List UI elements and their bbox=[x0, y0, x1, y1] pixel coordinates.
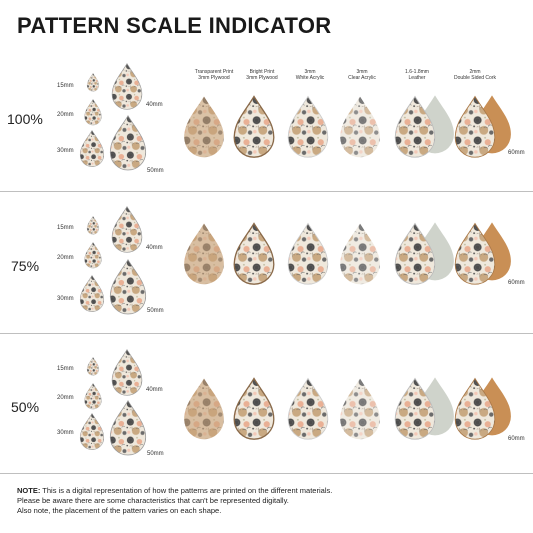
size-label-50mm: 50mm bbox=[147, 451, 164, 457]
size-label-15mm: 15mm bbox=[57, 366, 74, 372]
teardrop-transparent-plywood bbox=[184, 378, 224, 440]
teardrop-clear-acrylic bbox=[340, 96, 380, 158]
teardrop-leather bbox=[394, 223, 436, 285]
section-divider bbox=[0, 333, 533, 334]
teardrop-50mm bbox=[109, 115, 147, 171]
material-label-leather: 1.6-1.8mm Leather bbox=[405, 69, 429, 81]
size-label-20mm: 20mm bbox=[57, 255, 74, 261]
size-label-60mm: 60mm bbox=[508, 280, 525, 286]
section-divider bbox=[0, 473, 533, 474]
teardrop-bright-plywood bbox=[233, 377, 275, 440]
note-line-1: This is a digital representation of how … bbox=[40, 486, 333, 495]
size-label-15mm: 15mm bbox=[57, 83, 74, 89]
teardrop-clear-acrylic bbox=[340, 378, 380, 440]
size-label-15mm: 15mm bbox=[57, 225, 74, 231]
size-label-20mm: 20mm bbox=[57, 395, 74, 401]
note-label: NOTE: bbox=[17, 486, 41, 495]
size-label-40mm: 40mm bbox=[146, 102, 163, 108]
note-line-2: Please be aware there are some character… bbox=[17, 496, 289, 505]
material-label-cork: 2mm Double Sided Cork bbox=[454, 69, 496, 81]
teardrop-20mm bbox=[84, 383, 102, 410]
size-label-40mm: 40mm bbox=[146, 387, 163, 393]
teardrop-20mm bbox=[84, 99, 102, 126]
scale-label-50: 50% bbox=[11, 399, 40, 415]
size-label-30mm: 30mm bbox=[57, 296, 74, 302]
scale-label-75: 75% bbox=[11, 258, 40, 274]
size-label-30mm: 30mm bbox=[57, 430, 74, 436]
teardrop-15mm bbox=[86, 216, 100, 235]
teardrop-30mm bbox=[79, 275, 105, 312]
teardrop-15mm bbox=[86, 73, 100, 92]
teardrop-30mm bbox=[79, 130, 105, 167]
teardrop-cork bbox=[454, 96, 496, 158]
teardrop-cork bbox=[454, 378, 496, 440]
teardrop-40mm bbox=[111, 349, 143, 396]
teardrop-50mm bbox=[109, 400, 147, 456]
teardrop-clear-acrylic bbox=[340, 223, 380, 285]
teardrop-white-acrylic bbox=[287, 223, 329, 285]
size-label-20mm: 20mm bbox=[57, 112, 74, 118]
size-label-60mm: 60mm bbox=[508, 436, 525, 442]
teardrop-leather bbox=[394, 96, 436, 158]
material-label-transparent-plywood: Transparent Print 3mm Plywood bbox=[194, 69, 234, 81]
teardrop-white-acrylic bbox=[287, 378, 329, 440]
footnote: NOTE: This is a digital representation o… bbox=[17, 486, 332, 516]
teardrop-50mm bbox=[109, 259, 147, 315]
teardrop-bright-plywood bbox=[233, 222, 275, 285]
section-divider bbox=[0, 191, 533, 192]
teardrop-transparent-plywood bbox=[184, 223, 224, 285]
scale-label-100: 100% bbox=[7, 111, 43, 127]
size-label-60mm: 60mm bbox=[508, 150, 525, 156]
material-label-white-acrylic: 3mm White Acrylic bbox=[295, 69, 325, 81]
teardrop-20mm bbox=[84, 242, 102, 269]
material-label-clear-acrylic: 3mm Clear Acrylic bbox=[348, 69, 376, 81]
size-label-30mm: 30mm bbox=[57, 148, 74, 154]
teardrop-30mm bbox=[79, 413, 105, 450]
size-label-40mm: 40mm bbox=[146, 245, 163, 251]
teardrop-white-acrylic bbox=[287, 96, 329, 158]
teardrop-bright-plywood bbox=[233, 95, 275, 158]
size-label-50mm: 50mm bbox=[147, 168, 164, 174]
page-title: PATTERN SCALE INDICATOR bbox=[17, 13, 332, 38]
teardrop-leather bbox=[394, 378, 436, 440]
size-label-50mm: 50mm bbox=[147, 308, 164, 314]
teardrop-cork bbox=[454, 223, 496, 285]
teardrop-40mm bbox=[111, 63, 143, 110]
teardrop-40mm bbox=[111, 206, 143, 253]
material-label-bright-plywood: Bright Print 3mm Plywood bbox=[246, 69, 278, 81]
teardrop-15mm bbox=[86, 357, 100, 376]
note-line-3: Also note, the placement of the pattern … bbox=[17, 506, 222, 515]
teardrop-transparent-plywood bbox=[184, 96, 224, 158]
